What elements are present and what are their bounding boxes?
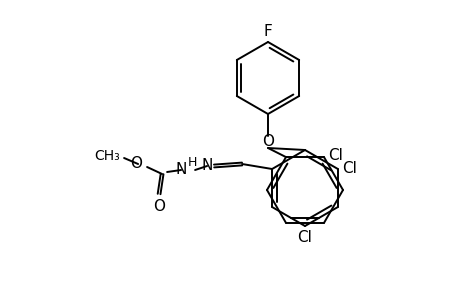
Text: N: N bbox=[175, 163, 187, 178]
Text: N: N bbox=[202, 158, 213, 173]
Text: H: H bbox=[187, 157, 196, 169]
Text: O: O bbox=[130, 157, 142, 172]
Text: CH₃: CH₃ bbox=[94, 149, 120, 163]
Text: Cl: Cl bbox=[327, 148, 342, 163]
Text: Cl: Cl bbox=[297, 230, 312, 245]
Text: Cl: Cl bbox=[341, 161, 356, 176]
Text: O: O bbox=[153, 199, 165, 214]
Text: F: F bbox=[263, 24, 272, 39]
Text: O: O bbox=[262, 134, 274, 149]
